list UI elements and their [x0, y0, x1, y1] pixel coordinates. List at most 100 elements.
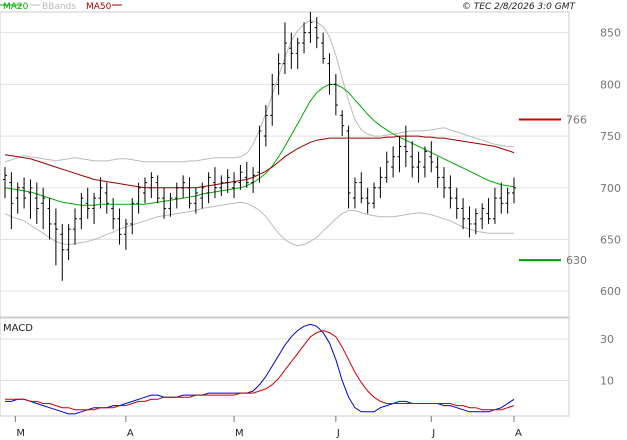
- ohlc-bar: [123, 218, 128, 250]
- ohlc-bar: [53, 208, 58, 266]
- ohlc-bar: [397, 136, 402, 173]
- macd-panel-frame: [0, 317, 570, 417]
- ohlc-bar: [378, 167, 383, 199]
- price-y-tick-label: 700: [600, 182, 621, 195]
- ohlc-bar: [206, 172, 211, 204]
- ohlc-bar: [60, 223, 65, 281]
- ohlc-bar: [276, 53, 281, 95]
- month-label: M: [235, 428, 244, 439]
- ohlc-bar: [410, 141, 415, 178]
- ohlc-bar: [9, 172, 14, 230]
- legend-ma20: MA20: [3, 2, 29, 12]
- ohlc-bar: [333, 74, 338, 116]
- ohlc-bar: [41, 187, 46, 230]
- price-y-axis: 600 650 700 750 800 850: [600, 27, 621, 298]
- ohlc-bar: [212, 167, 217, 199]
- ohlc-bar: [22, 177, 27, 209]
- ohlc-bar: [289, 32, 294, 69]
- ohlc-bar: [263, 105, 268, 147]
- ohlc-bar: [454, 187, 459, 219]
- ohlc-bar: [314, 17, 319, 49]
- price-panel-frame: [0, 11, 570, 318]
- macd-title: MACD: [3, 323, 33, 334]
- ohlc-bar: [244, 161, 249, 188]
- month-label: A: [127, 428, 134, 439]
- ohlc-bar: [66, 223, 71, 261]
- ohlc-bar: [28, 179, 33, 219]
- ohlc-bar: [384, 151, 389, 183]
- ohlc-bar: [219, 175, 224, 197]
- ohlc-bar: [422, 146, 427, 178]
- ohlc-bar: [130, 198, 135, 235]
- month-label: A: [515, 428, 522, 439]
- ohlc-bar: [448, 175, 453, 209]
- level-label: 766: [566, 114, 587, 127]
- ohlc-bar: [352, 177, 357, 209]
- ohlc-bar: [327, 53, 332, 95]
- ohlc-bar: [359, 172, 364, 204]
- ohlc-bar: [85, 187, 90, 219]
- ohlc-bar: [486, 198, 491, 224]
- ohlc-bar: [3, 167, 7, 199]
- ohlc-bar: [512, 177, 516, 204]
- ohlc-bar: [232, 172, 237, 199]
- price-y-tick-label: 750: [600, 130, 621, 143]
- ohlc-bar: [174, 182, 179, 209]
- ohlc-bar: [104, 182, 109, 214]
- price-y-tick-label: 850: [600, 27, 621, 40]
- ohlc-bar: [473, 208, 478, 235]
- series-signal: [5, 329, 515, 411]
- macd-series: [5, 323, 515, 415]
- ohlc-bar: [251, 167, 256, 193]
- ohlc-bar: [47, 198, 52, 240]
- ohlc-bar: [162, 187, 167, 219]
- ohlc-bar: [321, 32, 326, 64]
- ohlc-bar: [142, 177, 147, 204]
- ohlc-bar: [193, 187, 198, 214]
- ohlc-bar: [181, 175, 186, 199]
- ohlc-bar: [238, 165, 243, 190]
- ohlc-bar: [72, 208, 77, 245]
- ohlc-bar: [340, 110, 345, 137]
- ohlc-bar: [308, 12, 313, 44]
- price-y-tick-label: 800: [600, 78, 621, 91]
- ohlc-bar: [270, 74, 275, 126]
- level-label: 630: [566, 254, 587, 267]
- ohlc-bar: [403, 125, 408, 168]
- ohlc-bar: [492, 187, 497, 224]
- ohlc-bar: [282, 22, 287, 75]
- ohlc-bar: [187, 177, 192, 209]
- ohlc-bar: [416, 151, 421, 183]
- ohlc-bar: [435, 156, 440, 188]
- price-levels: 766 630: [519, 114, 587, 267]
- legend-bbands: BBands: [42, 2, 76, 12]
- ohlc-bar: [346, 125, 351, 209]
- ohlc-bar: [302, 22, 307, 54]
- ohlc-bar: [149, 172, 154, 199]
- ohlc-bar: [480, 203, 485, 230]
- ohlc-bar: [429, 141, 434, 173]
- macd-y-tick-label: 10: [600, 375, 614, 388]
- ohlc-bar: [200, 182, 205, 209]
- ohlc-bar: [98, 177, 103, 209]
- ohlc-bar: [15, 182, 20, 214]
- price-y-tick-label: 650: [600, 233, 621, 246]
- ohlc-bar: [117, 208, 122, 245]
- macd-y-tick-label: 30: [600, 333, 614, 346]
- ohlc-bar: [136, 182, 141, 214]
- ohlc-bar: [391, 146, 396, 178]
- macd-grid: [0, 338, 569, 382]
- month-label: J: [336, 428, 340, 439]
- ohlc-bar: [92, 192, 97, 224]
- ohlc-bar: [442, 167, 447, 199]
- ohlc-bar: [295, 37, 300, 69]
- ohlc-bar: [155, 175, 160, 204]
- ohlc-bar: [34, 182, 39, 224]
- ohlc-bar: [365, 187, 370, 214]
- ohlc-bar: [257, 125, 262, 183]
- month-label: M: [16, 428, 25, 439]
- macd-y-axis: 10 30: [600, 333, 614, 388]
- month-label: J: [431, 428, 435, 439]
- ohlc-bar: [225, 169, 230, 193]
